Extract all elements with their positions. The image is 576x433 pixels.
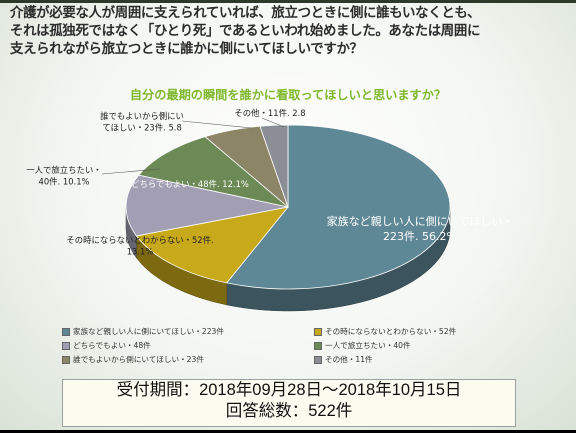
question-line: 介護が必要な人が周囲に支えられていれば、旅立つときに側に誰もいなくとも、 bbox=[10, 6, 481, 21]
question-line: 支えられながら旅立つときに誰かに側にいてほしいですか？ bbox=[10, 42, 363, 57]
label-leader-line bbox=[181, 120, 253, 129]
legend-label: その時にならないとわからない・52件 bbox=[325, 327, 457, 336]
legend-item: 家族など親しい人に側にいてほしい・223件 bbox=[62, 326, 224, 337]
legend-item: その他・11件 bbox=[314, 354, 373, 365]
legend-label: 誰でもよいから側にいてほしい・23件 bbox=[73, 355, 204, 364]
pie-slice-2 bbox=[125, 174, 289, 237]
data-label: 一人で旅立ちたい・ 40件. 10.1% bbox=[26, 165, 101, 186]
legend-swatch bbox=[62, 341, 70, 350]
legend-label: 一人で旅立ちたい・40件 bbox=[325, 341, 411, 350]
pie-slice-0 bbox=[226, 124, 451, 290]
pie-slice-5 bbox=[259, 124, 289, 208]
pie-chart: 家族など親しい人に側にいてほしい・ 223件. 56.2% その時にならないとわから… bbox=[26, 108, 514, 312]
legend-label: どちらでもよい・48件 bbox=[73, 341, 151, 350]
survey-info-box: 受付期間：2018年09月28日～2018年10月15日 回答総数：522件 bbox=[62, 379, 516, 427]
pie-slice-3 bbox=[138, 136, 289, 208]
legend-swatch bbox=[62, 355, 70, 364]
survey-question: 介護が必要な人が周囲に支えられていれば、旅立つときに側に誰もいなくとも、 それは… bbox=[10, 5, 570, 59]
legend-label: 家族など親しい人に側にいてほしい・223件 bbox=[73, 327, 224, 336]
label-leader-line bbox=[101, 168, 161, 175]
survey-period: 受付期間：2018年09月28日～2018年10月15日 bbox=[116, 381, 462, 399]
pie-slice-1 bbox=[135, 206, 289, 284]
chart-title: 自分の最期の瞬間を誰かに看取ってほしいと思いますか？ bbox=[129, 88, 447, 102]
legend-swatch bbox=[314, 341, 322, 350]
legend-item: 一人で旅立ちたい・40件 bbox=[314, 340, 411, 351]
legend-label: その他・11件 bbox=[325, 355, 373, 364]
legend-item: その時にならないとわからない・52件 bbox=[314, 326, 456, 337]
label-leader-line bbox=[261, 117, 285, 128]
legend-swatch bbox=[314, 355, 322, 364]
data-label: 家族など親しい人に側にいてほしい・ 223件. 56.2% bbox=[327, 214, 514, 243]
legend-swatch bbox=[62, 327, 70, 336]
chart-legend: 家族など親しい人に側にいてほしい・223件 その時にならないとわからない・52件ど… bbox=[62, 326, 532, 371]
legend-swatch bbox=[314, 327, 322, 336]
data-label: どちらでもよい・48件. 12.1% bbox=[131, 179, 249, 189]
legend-item: 誰でもよいから側にいてほしい・23件 bbox=[62, 354, 204, 365]
data-label: その時にならないとわからない・52件. 13.1% bbox=[66, 235, 213, 256]
legend-item: どちらでもよい・48件 bbox=[62, 340, 151, 351]
data-label: 誰でもよいから側にいてほしい・23件. 5.8 bbox=[100, 111, 184, 132]
data-label: その他・11件. 2.8 bbox=[234, 108, 305, 118]
total-responses: 回答総数：522件 bbox=[225, 402, 353, 420]
question-line: それは孤独死ではなく「ひとり死」であるといわれ始めました。あなたは周囲に bbox=[10, 24, 481, 39]
